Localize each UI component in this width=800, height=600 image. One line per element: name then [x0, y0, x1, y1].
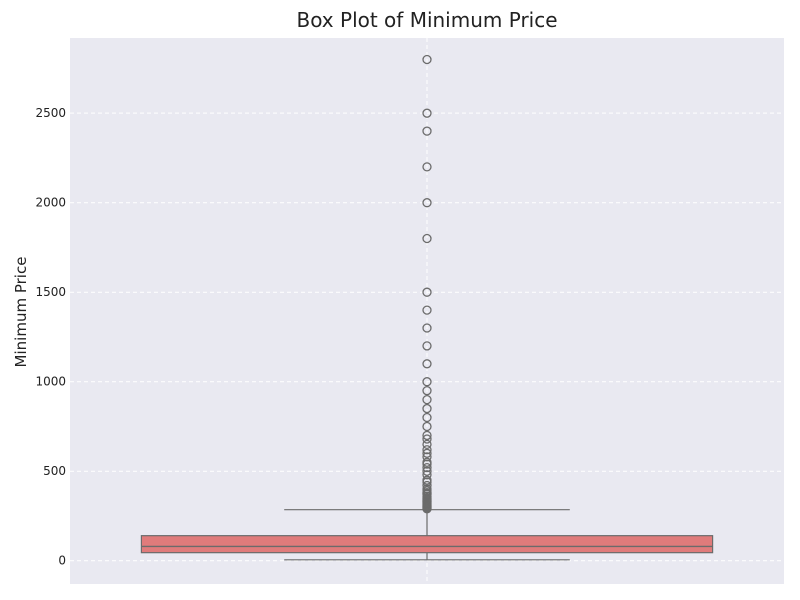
outlier-point: [422, 198, 432, 208]
outlier-point: [422, 323, 432, 333]
outlier-point: [422, 305, 432, 315]
outlier-point: [422, 452, 432, 462]
y-tick-label: 1500: [35, 285, 66, 299]
outlier-point: [422, 126, 432, 136]
chart-title: Box Plot of Minimum Price: [296, 8, 558, 32]
outlier-point: [422, 54, 432, 65]
outlier-point: [422, 448, 432, 458]
outlier-point: [422, 466, 432, 476]
outlier-point: [422, 434, 432, 444]
y-tick-label: 500: [43, 464, 66, 478]
outlier-point: [422, 403, 432, 414]
outlier-point: [422, 462, 432, 473]
outlier-layer: [422, 54, 432, 514]
outlier-point: [422, 233, 432, 244]
outlier-point: [422, 162, 432, 172]
y-tick-label: 2000: [35, 196, 66, 210]
y-tick-label: 1000: [35, 375, 66, 389]
outlier-point: [422, 475, 432, 485]
outlier-point: [422, 287, 432, 297]
outlier-point: [422, 386, 432, 396]
outlier-point: [422, 108, 432, 118]
outlier-point: [422, 439, 432, 450]
outlier-point: [422, 421, 432, 432]
outlier-point: [422, 480, 432, 491]
outlier-point: [422, 359, 432, 369]
outlier-point: [422, 445, 432, 455]
y-tick-label: 2500: [35, 106, 66, 120]
iqr-box: [140, 535, 714, 554]
outlier-point: [422, 470, 432, 480]
outlier-point: [422, 341, 432, 351]
y-axis-ticks: 0 500 1000 1500 2000 2500: [35, 106, 66, 568]
outlier-point: [422, 377, 432, 387]
box-layer: [140, 509, 714, 561]
y-tick-label: 0: [58, 554, 66, 568]
outlier-point: [422, 394, 432, 405]
outlier-point: [422, 412, 432, 423]
outlier-point: [422, 484, 432, 494]
outlier-point: [422, 457, 432, 467]
outlier-point: [422, 430, 432, 441]
